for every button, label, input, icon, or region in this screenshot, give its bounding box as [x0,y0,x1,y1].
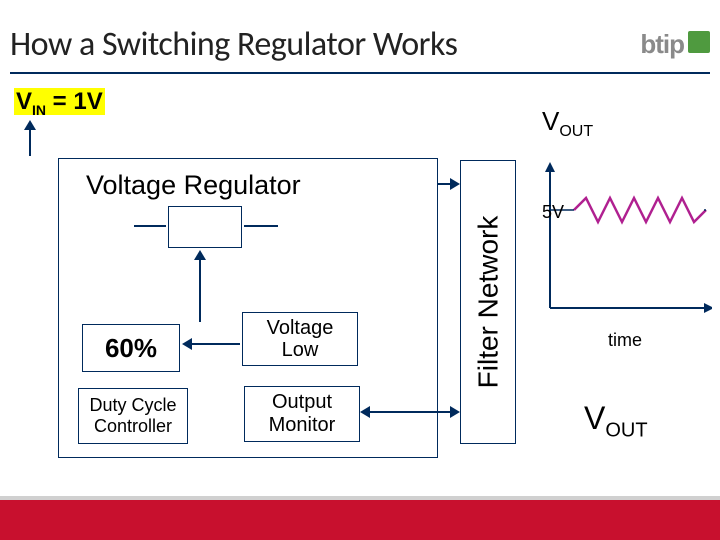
title-bar: How a Switching Regulator Works btip [10,18,710,74]
slide-title: How a Switching Regulator Works [10,24,457,65]
duty-percent-box: 60% [82,324,180,372]
voltage-low-box: Voltage Low [242,312,358,366]
vin-v: V [16,88,32,115]
vout-top-label: VOUT [542,106,593,141]
voltage-low-text: Voltage Low [267,317,334,361]
filter-network-box: Filter Network [460,160,516,444]
output-monitor-box: Output Monitor [244,386,360,442]
duty-controller-text: Duty Cycle Controller [89,395,176,436]
filter-network-text: Filter Network [472,216,504,389]
vout-sub: OUT [559,123,593,140]
vin-rest: = 1V [46,88,103,115]
chart-x-label: time [608,330,642,351]
duty-controller-box: Duty Cycle Controller [78,388,188,444]
vin-sub: IN [32,102,46,118]
vin-label: VIN = 1V [14,88,105,118]
regulator-title: Voltage Regulator [86,170,301,201]
vout-v: V [542,106,559,136]
vout-chart [540,158,712,322]
vout-bot-sub: OUT [605,419,647,441]
slide-root: How a Switching Regulator Works btip VIN… [0,0,720,540]
duty-percent-text: 60% [105,333,157,364]
output-monitor-text: Output Monitor [269,391,336,437]
logo-square-icon [688,31,710,53]
footer-red-bar [0,500,720,540]
logo: btip [640,29,710,60]
vout-bot-v: V [584,400,605,436]
switch-box [168,206,242,248]
logo-text: btip [640,29,684,60]
chart-y-label: 5V [542,202,564,223]
vout-bottom-label: VOUT [584,400,648,442]
